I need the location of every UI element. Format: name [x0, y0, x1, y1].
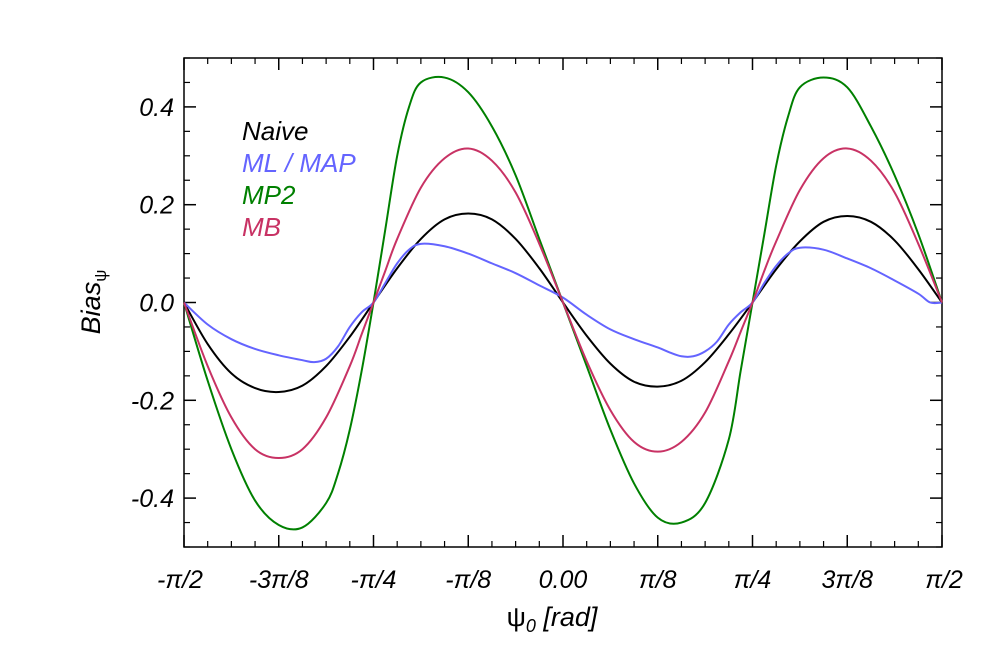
x-axis-label-symbol: ψ [507, 602, 526, 632]
x-tick-label: 3π/8 [821, 566, 873, 594]
x-tick-label: -π/2 [157, 566, 203, 594]
legend-label-naive: Naive [242, 116, 308, 146]
y-axis-label: Biasψ [76, 270, 110, 335]
series-line-ml-map [183, 242, 943, 364]
x-tick-label: -3π/8 [249, 566, 309, 594]
y-tick-label: 0.4 [139, 94, 174, 122]
legend-label-ml-map: ML / MAP [242, 148, 356, 178]
x-tick-label: π/8 [639, 566, 677, 594]
y-axis-label-main: Bias [76, 282, 106, 335]
axis-ticks: 0.4 0.2 0.0 -0.2 -0.4 -π/2 -3π/8 -π/4 -π/8 0.00 π/… [131, 57, 963, 594]
legend-label-mp2: MP2 [242, 180, 296, 210]
y-tick-label: 0.0 [139, 290, 174, 318]
y-tick-label: 0.2 [139, 192, 174, 220]
x-axis-label-unit: [rad] [536, 602, 599, 632]
series-lines [183, 75, 943, 531]
x-tick-label: -π/8 [445, 566, 491, 594]
x-tick-label: 0.00 [539, 566, 588, 594]
legend-label-mb: MB [242, 212, 281, 242]
x-tick-label: -π/4 [351, 566, 397, 594]
x-tick-label: π/2 [925, 566, 963, 594]
y-tick-label: -0.2 [131, 387, 174, 415]
y-axis-label-subscript: ψ [91, 270, 110, 282]
x-axis-label-subscript: 0 [526, 616, 536, 636]
x-axis-label: ψ0 [rad] [507, 602, 599, 636]
x-tick-label: π/4 [734, 566, 772, 594]
series-line-mb [183, 147, 943, 459]
y-tick-label: -0.4 [131, 485, 174, 513]
